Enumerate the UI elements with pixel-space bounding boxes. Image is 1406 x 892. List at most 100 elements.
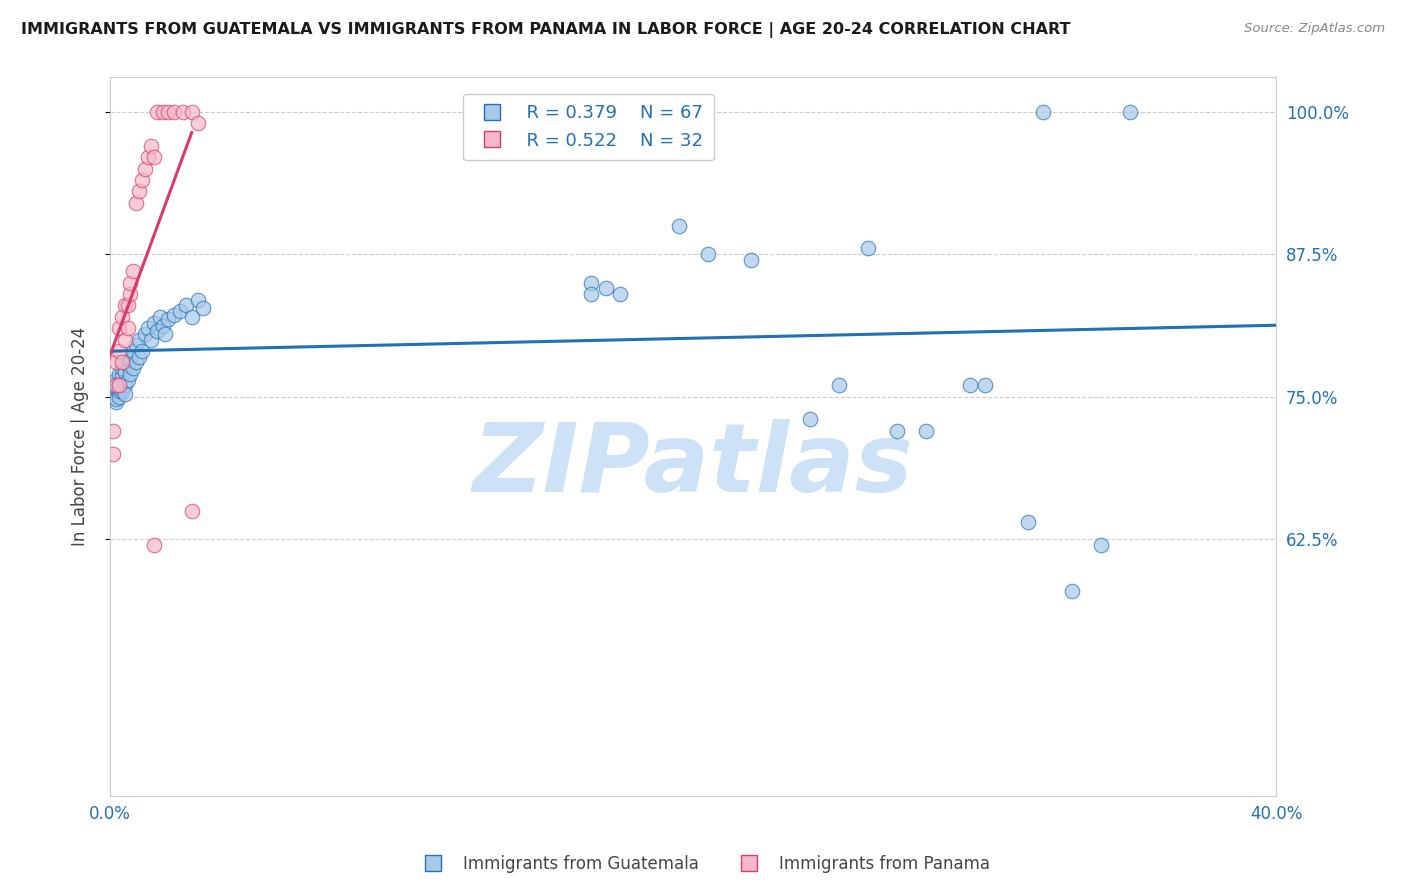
Legend:   R = 0.379    N = 67,   R = 0.522    N = 32: R = 0.379 N = 67, R = 0.522 N = 32 [463, 94, 714, 161]
Point [114, 355, 136, 369]
Point [136, 150, 159, 164]
Point [959, 378, 981, 392]
Point [163, 308, 186, 322]
Point [114, 365, 136, 379]
Point [155, 326, 177, 341]
Point [163, 104, 186, 119]
Point [114, 378, 136, 392]
Point [828, 378, 851, 392]
Point [152, 104, 174, 119]
Point [174, 298, 197, 312]
Text: ZIPatlas: ZIPatlas [472, 419, 914, 512]
Point [1090, 538, 1112, 552]
Point [108, 321, 131, 335]
Point [125, 355, 148, 369]
Point [101, 424, 124, 438]
Point [108, 380, 131, 394]
Point [122, 344, 145, 359]
Point [117, 298, 139, 312]
Point [125, 338, 148, 352]
Point [128, 185, 150, 199]
Point [101, 378, 124, 392]
Point [111, 384, 134, 398]
Point [101, 390, 124, 404]
Point [134, 161, 156, 176]
Point [104, 378, 127, 392]
Point [108, 378, 131, 392]
Point [108, 376, 131, 390]
Point [120, 367, 142, 381]
Point [111, 361, 134, 376]
Point [169, 304, 191, 318]
Point [579, 287, 602, 301]
Point [111, 369, 134, 384]
Point [120, 287, 142, 301]
Point [142, 538, 165, 552]
Point [1032, 104, 1054, 119]
Legend: Immigrants from Guatemala, Immigrants from Panama: Immigrants from Guatemala, Immigrants fr… [409, 848, 997, 880]
Point [104, 380, 127, 394]
Point [915, 424, 938, 438]
Point [1060, 583, 1083, 598]
Point [142, 150, 165, 164]
Point [186, 293, 208, 307]
Point [104, 373, 127, 387]
Point [114, 387, 136, 401]
Point [565, 104, 588, 119]
Point [152, 318, 174, 333]
Point [145, 324, 167, 338]
Point [180, 504, 202, 518]
Point [114, 298, 136, 312]
Text: Source: ZipAtlas.com: Source: ZipAtlas.com [1244, 22, 1385, 36]
Text: IMMIGRANTS FROM GUATEMALA VS IMMIGRANTS FROM PANAMA IN LABOR FORCE | AGE 20-24 C: IMMIGRANTS FROM GUATEMALA VS IMMIGRANTS … [21, 22, 1070, 38]
Point [172, 104, 194, 119]
Point [134, 326, 156, 341]
Point [142, 316, 165, 330]
Point [180, 310, 202, 324]
Point [111, 355, 134, 369]
Point [104, 395, 127, 409]
Point [131, 344, 153, 359]
Point [104, 355, 127, 369]
Point [111, 310, 134, 324]
Point [193, 301, 215, 315]
Point [149, 310, 172, 324]
Point [128, 350, 150, 364]
Point [668, 219, 690, 233]
Point [101, 384, 124, 398]
Point [180, 104, 202, 119]
Point [1119, 104, 1142, 119]
Point [131, 173, 153, 187]
Point [114, 333, 136, 347]
Point [145, 104, 167, 119]
Point [117, 373, 139, 387]
Point [139, 333, 162, 347]
Point [856, 242, 879, 256]
Point [139, 139, 162, 153]
Point [117, 321, 139, 335]
Point [595, 281, 617, 295]
Point [1017, 515, 1039, 529]
Point [125, 195, 148, 210]
Point [120, 353, 142, 368]
Point [579, 276, 602, 290]
Point [104, 392, 127, 406]
Point [128, 333, 150, 347]
Point [101, 447, 124, 461]
Point [799, 412, 821, 426]
Point [740, 252, 762, 267]
Point [696, 247, 718, 261]
Point [120, 276, 142, 290]
Y-axis label: In Labor Force | Age 20-24: In Labor Force | Age 20-24 [72, 327, 89, 546]
Point [117, 358, 139, 372]
Point [136, 321, 159, 335]
Point [122, 361, 145, 376]
Point [886, 424, 908, 438]
Point [609, 287, 631, 301]
Point [108, 344, 131, 359]
Point [973, 378, 995, 392]
Point [186, 116, 208, 130]
Point [108, 390, 131, 404]
Point [551, 104, 574, 119]
Point [122, 264, 145, 278]
